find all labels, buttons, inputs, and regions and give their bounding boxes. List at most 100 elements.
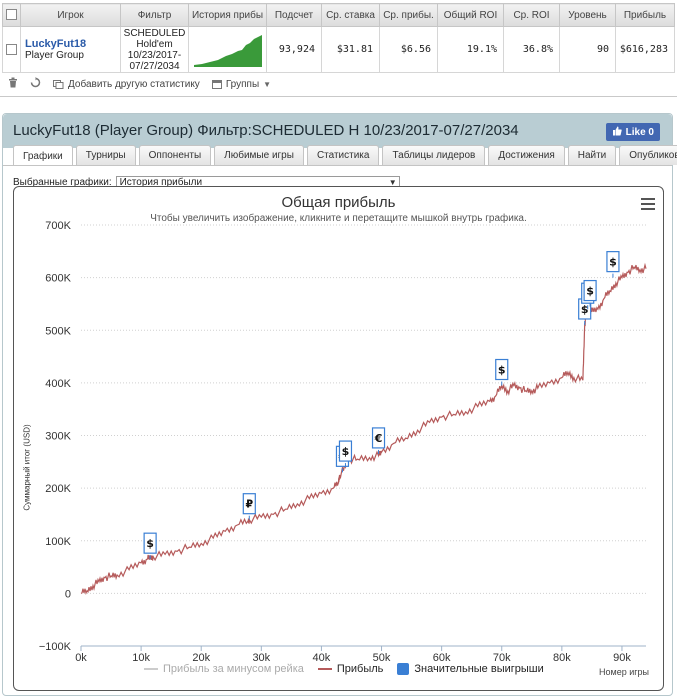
filter-line: 07/27/2034 bbox=[129, 60, 180, 72]
x-tick-label: 20k bbox=[192, 652, 210, 664]
big-win-marker-symbol: $ bbox=[609, 256, 617, 269]
player-panel: LuckyFut18 (Player Group) Фильтр:SCHEDUL… bbox=[2, 113, 677, 696]
stats-toolbar: Добавить другую статистику Группы ▼ bbox=[0, 74, 677, 94]
profit-history-sparkline[interactable] bbox=[188, 26, 267, 73]
add-stat-button[interactable]: Добавить другую статистику bbox=[53, 79, 200, 90]
legend-swatch bbox=[144, 668, 158, 670]
filter-line: SCHEDULED bbox=[123, 27, 186, 39]
trash-icon[interactable] bbox=[8, 77, 18, 91]
chart-selector-value: История прибыли bbox=[119, 177, 203, 188]
chart-plot-area[interactable]: −100K 0 100K 200K 300K 400K 500K 600K 700K 0k 10k 2… bbox=[14, 187, 665, 692]
profit-chart[interactable]: Общая прибыль Чтобы увеличить изображени… bbox=[13, 186, 664, 691]
big-win-marker-symbol: $ bbox=[581, 303, 589, 316]
groups-icon bbox=[211, 79, 222, 89]
total-roi-cell: 19.1% bbox=[437, 26, 504, 73]
x-tick-label: 80k bbox=[553, 652, 571, 664]
chevron-down-icon: ▼ bbox=[263, 79, 272, 89]
legend-item-net-profit[interactable]: Прибыль за минусом рейка bbox=[144, 663, 304, 675]
column-header[interactable]: Общий ROI bbox=[437, 3, 504, 27]
column-header[interactable]: Уровень bbox=[559, 3, 616, 27]
x-tick-label: 30k bbox=[252, 652, 270, 664]
tab-graphs[interactable]: Графики bbox=[13, 145, 73, 166]
table-row: LuckyFut18 Player Group SCHEDULED Hold'e… bbox=[2, 26, 675, 73]
filter-line: 10/23/2017- bbox=[127, 49, 182, 61]
y-tick-label: 300K bbox=[45, 431, 71, 443]
y-tick-label: 700K bbox=[45, 220, 71, 232]
column-header[interactable]: Ср. ставка bbox=[321, 3, 380, 27]
profit-series-line[interactable] bbox=[80, 262, 647, 596]
tab-find[interactable]: Найти bbox=[567, 145, 617, 165]
legend-item-big-wins[interactable]: Значительные выигрыши bbox=[397, 663, 544, 675]
column-header[interactable]: Ср. прибы. bbox=[379, 3, 438, 27]
stats-header-row: Игрок Фильтр История прибы Подсчет Ср. с… bbox=[2, 3, 675, 27]
x-tick-label: 70k bbox=[493, 652, 511, 664]
big-win-marker[interactable] bbox=[338, 440, 353, 462]
tab-achievements[interactable]: Достижения bbox=[488, 145, 565, 165]
big-win-marker-symbol: $ bbox=[498, 364, 506, 377]
chevron-down-icon: ▼ bbox=[388, 178, 397, 187]
tab-leaderboards[interactable]: Таблицы лидеров bbox=[382, 145, 486, 165]
x-tick-label: 40k bbox=[313, 652, 331, 664]
big-win-marker[interactable] bbox=[371, 427, 386, 449]
big-win-marker[interactable] bbox=[143, 532, 157, 554]
legend-label: Значительные выигрыши bbox=[414, 663, 544, 675]
legend-swatch bbox=[317, 668, 332, 670]
big-win-marker[interactable] bbox=[242, 493, 256, 515]
y-tick-label: −100K bbox=[39, 641, 72, 653]
count-cell: 93,924 bbox=[266, 26, 322, 73]
y-tick-label: 0 bbox=[65, 588, 71, 600]
tab-bar: Графики Турниры Оппоненты Любимые игры С… bbox=[13, 145, 677, 166]
filter-cell: SCHEDULED Hold'em 10/23/2017- 07/27/2034 bbox=[120, 26, 189, 73]
column-header[interactable]: История прибы bbox=[188, 3, 267, 27]
x-tick-label: 90k bbox=[613, 652, 631, 664]
panel-header: LuckyFut18 (Player Group) Фильтр:SCHEDUL… bbox=[3, 114, 677, 166]
column-header[interactable]: Фильтр bbox=[120, 3, 189, 27]
chart-legend: Прибыль за минусом рейка Прибыль Значите… bbox=[144, 663, 544, 675]
refresh-icon[interactable] bbox=[30, 77, 41, 91]
x-tick-label: 10k bbox=[132, 652, 150, 664]
like-label: Like 0 bbox=[625, 126, 654, 138]
tab-opponents[interactable]: Оппоненты bbox=[138, 145, 212, 165]
big-win-marker-symbol: ₽ bbox=[245, 498, 253, 511]
avg-profit-cell: $6.56 bbox=[379, 26, 438, 73]
big-win-marker[interactable] bbox=[495, 358, 509, 381]
y-tick-label: 400K bbox=[45, 378, 71, 390]
big-win-marker[interactable] bbox=[606, 251, 620, 273]
big-win-marker[interactable] bbox=[583, 279, 597, 302]
player-cell: LuckyFut18 Player Group bbox=[20, 26, 121, 73]
column-header[interactable]: Подсчет bbox=[266, 3, 322, 27]
big-win-marker-symbol: $ bbox=[342, 445, 350, 458]
big-win-marker-symbol: € bbox=[374, 432, 383, 445]
groups-dropdown[interactable]: Группы ▼ bbox=[211, 78, 272, 90]
stats-table-section: Игрок Фильтр История прибы Подсчет Ср. с… bbox=[0, 0, 677, 97]
legend-label: Прибыль за минусом рейка bbox=[163, 663, 304, 675]
chart-selector-label: Выбранные графики: bbox=[13, 177, 112, 188]
y-tick-label: 600K bbox=[45, 273, 71, 285]
legend-item-profit[interactable]: Прибыль bbox=[317, 663, 383, 675]
column-header[interactable]: Ср. ROI bbox=[503, 3, 560, 27]
sparkline-chart bbox=[194, 35, 262, 67]
select-all-checkbox[interactable] bbox=[2, 3, 21, 27]
avg-roi-cell: 36.8% bbox=[503, 26, 560, 73]
tab-tournaments[interactable]: Турниры bbox=[75, 145, 136, 165]
tab-statistics[interactable]: Статистика bbox=[306, 145, 380, 165]
player-group: Player Group bbox=[25, 50, 84, 61]
add-stat-icon bbox=[53, 79, 64, 89]
facebook-like-button[interactable]: Like 0 bbox=[605, 123, 660, 141]
column-header[interactable]: Прибыль bbox=[615, 3, 675, 27]
thumbs-up-icon bbox=[612, 126, 622, 139]
level-cell: 90 bbox=[559, 26, 616, 73]
tab-publish[interactable]: Опубликовать bbox=[619, 145, 677, 165]
stats-table: Игрок Фильтр История прибы Подсчет Ср. с… bbox=[2, 3, 675, 73]
chart-menu-icon[interactable] bbox=[641, 198, 655, 213]
panel-title: LuckyFut18 (Player Group) Фильтр:SCHEDUL… bbox=[13, 122, 519, 139]
profit-cell: $616,283 bbox=[615, 26, 675, 73]
groups-label: Группы bbox=[225, 78, 260, 90]
column-header[interactable]: Игрок bbox=[20, 3, 121, 27]
tab-favorite-games[interactable]: Любимые игры bbox=[214, 145, 304, 165]
chart-subtitle: Чтобы увеличить изображение, кликните и … bbox=[150, 213, 527, 224]
row-checkbox[interactable] bbox=[2, 26, 21, 73]
add-stat-label: Добавить другую статистику bbox=[68, 78, 200, 90]
x-tick-label: 0k bbox=[75, 652, 87, 664]
player-name-link[interactable]: LuckyFut18 bbox=[25, 38, 87, 50]
